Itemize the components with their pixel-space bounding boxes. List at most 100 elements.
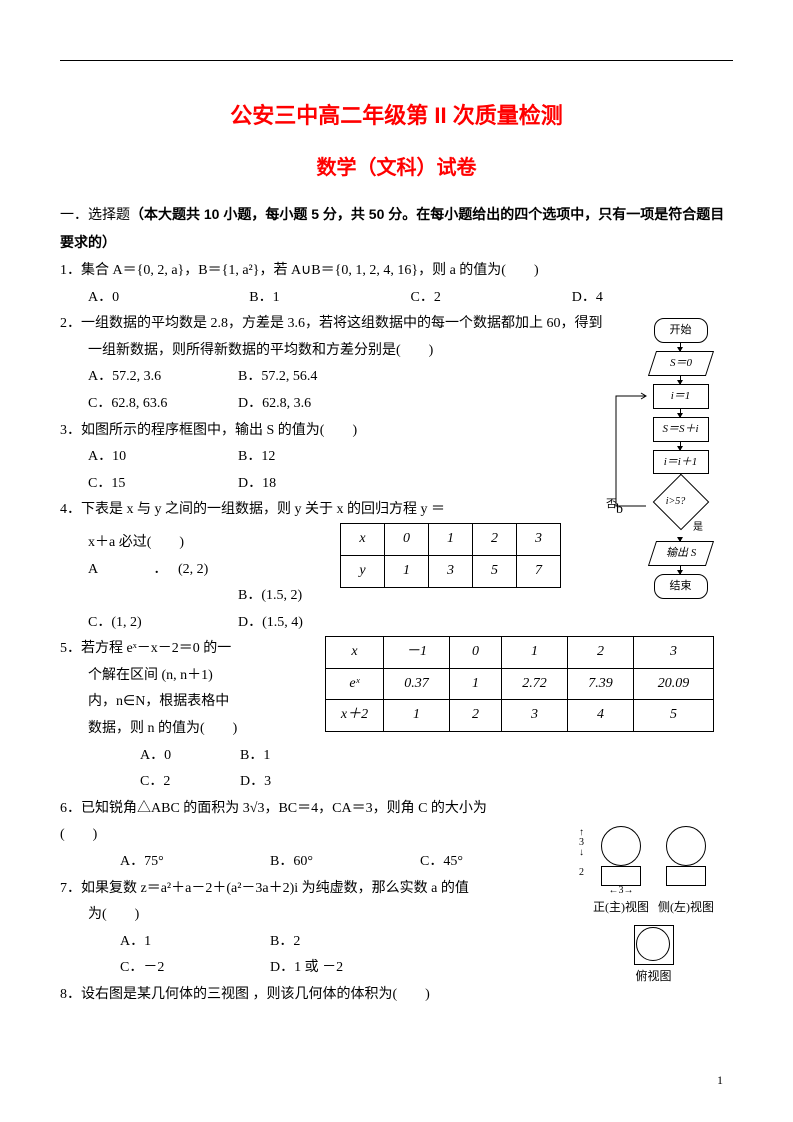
q7-opt-a: A．1 <box>120 929 270 956</box>
q5-cell: 5 <box>634 700 714 732</box>
side-view: 侧(左)视图 <box>658 826 714 919</box>
q5-opt-a: A．0 <box>140 743 240 770</box>
fc-inc: i＝i＋1 <box>653 450 709 475</box>
fc-start: 开始 <box>654 318 708 343</box>
q5-opt-d: D．3 <box>240 769 340 796</box>
q5-line1: 5．若方程 eˣ－x－2＝0 的一 <box>60 636 260 663</box>
q1-opt-c: C．2 <box>411 285 572 312</box>
q6-line1: 6．已知锐角△ABC 的面积为 3√3，BC＝4，CA＝3，则角 C 的大小为 <box>60 796 560 823</box>
circle-icon <box>601 826 641 866</box>
page-number: 1 <box>717 1069 723 1092</box>
fc-s0-text: S＝0 <box>670 353 692 374</box>
q4-t-c: 7 <box>517 555 561 587</box>
q4-t-c: 0 <box>385 524 429 556</box>
q5-cell: 1 <box>450 668 502 700</box>
q1-options: A．0 B．1 C．2 D．4 <box>88 285 733 312</box>
q6-opt-a: A．75° <box>120 849 270 876</box>
q4-t-c: 1 <box>385 555 429 587</box>
q7-line1: 7．如果复数 z＝a²＋a－2＋(a²－3a＋2)i 为纯虚数，那么实数 a 的… <box>60 876 560 903</box>
arrow-icon <box>680 442 681 450</box>
q5-line2: 个解在区间 (n, n＋1) <box>88 663 288 690</box>
q3-opt-b: B．12 <box>238 444 388 471</box>
dim-2: 2 <box>579 868 584 878</box>
circle-icon <box>666 826 706 866</box>
fc-yes: 是 <box>628 518 703 537</box>
q5-cell: 3 <box>502 700 568 732</box>
dim3b-val: 3 <box>619 885 624 896</box>
front-view: ↑3↓ 2 ←3→ 正(主)视图 <box>593 826 649 919</box>
arrow-icon <box>680 343 681 351</box>
q5-cell: 0 <box>450 637 502 669</box>
q5-cell: x <box>326 637 384 669</box>
top-rule <box>60 60 733 61</box>
q4-table: x 0 1 2 3 y 1 3 5 7 <box>340 523 561 587</box>
q4-opt-a-val: (2, 2) <box>178 557 328 584</box>
q3-opt-c: C．15 <box>88 471 238 498</box>
fc-cond-text: i>5? <box>665 492 685 511</box>
q5-cell: 7.39 <box>568 668 634 700</box>
q7-opt-b: B．2 <box>270 929 420 956</box>
fc-init-i: i＝1 <box>653 384 709 409</box>
q2-opt-a: A．57.2, 3.6 <box>88 364 238 391</box>
dim3-val: 3 <box>579 837 584 848</box>
arrow-icon <box>680 376 681 384</box>
q1-opt-d: D．4 <box>572 285 733 312</box>
dim2-val: 2 <box>579 867 584 878</box>
fc-loop-line <box>618 396 638 526</box>
q4-t-h: x <box>341 524 385 556</box>
q4-options-row2: C．(1, 2) D．(1.5, 4) <box>88 610 733 637</box>
dim-3: ↑3↓ <box>579 828 584 858</box>
q4-t-c: 3 <box>517 524 561 556</box>
q5-options-row1: A．0 B．1 <box>140 743 733 770</box>
q5-cell: x＋2 <box>326 700 384 732</box>
q5-cell: eˣ <box>326 668 384 700</box>
three-views: ↑3↓ 2 ←3→ 正(主)视图 侧(左)视图 俯视图 <box>576 826 731 988</box>
q5-cell: 1 <box>502 637 568 669</box>
q4-opt-c: C．(1, 2) <box>88 610 238 637</box>
section-label: 一．选择题 <box>60 208 130 223</box>
q1-text: 1．集合 A＝{0, 2, a}，B＝{1, a²}，若 A∪B＝{0, 1, … <box>60 258 733 285</box>
fc-out-text: 输出 S <box>665 543 695 564</box>
side-view-label: 侧(左)视图 <box>658 896 714 919</box>
q2-opt-b: B．57.2, 56.4 <box>238 364 388 391</box>
q5-cell: 2.72 <box>502 668 568 700</box>
q4-t-c: 2 <box>473 524 517 556</box>
fc-end: 结束 <box>654 574 708 599</box>
q5-opt-c: C．2 <box>140 769 240 796</box>
q2-opt-c: C．62.8, 63.6 <box>88 391 238 418</box>
q5-opt-b: B．1 <box>240 743 340 770</box>
q4-t-c: 5 <box>473 555 517 587</box>
section-header: 一．选择题（本大题共 10 小题，每小题 5 分，共 50 分。在每小题给出的四… <box>60 201 733 258</box>
q6-opt-c: C．45° <box>420 849 570 876</box>
arrow-icon <box>680 566 681 574</box>
q7-opt-c: C．－2 <box>120 955 270 982</box>
q4-opt-d: D．(1.5, 4) <box>238 610 388 637</box>
top-view: 俯视图 <box>634 925 674 988</box>
fc-output: 输出 S <box>647 541 713 566</box>
q7-opt-d: D．1 或 －2 <box>270 955 420 982</box>
q5-table: x－10123 eˣ0.3712.727.3920.09 x＋212345 <box>325 636 714 732</box>
q5-line4: 数据，则 n 的值为( ) <box>88 716 308 743</box>
doc-title-2: 数学（文科）试卷 <box>60 149 733 187</box>
fc-init-s: S＝0 <box>647 351 713 376</box>
fc-sum: S＝S＋i <box>653 417 709 442</box>
q3-opt-a: A．10 <box>88 444 238 471</box>
q5-cell: 0.37 <box>384 668 450 700</box>
circle-icon <box>636 927 670 961</box>
q4-t-h: y <box>341 555 385 587</box>
q5-cell: 1 <box>384 700 450 732</box>
q5-cell: 2 <box>450 700 502 732</box>
q5-cell: 2 <box>568 637 634 669</box>
dim-3b: ←3→ <box>593 886 649 896</box>
flowchart: 开始 S＝0 i＝1 S＝S＋i i＝i＋1 i>5? 是 输出 S 结束 否 <box>628 318 733 599</box>
q5-cell: 4 <box>568 700 634 732</box>
q3-opt-d: D．18 <box>238 471 388 498</box>
q5-cell: 3 <box>634 637 714 669</box>
rect-icon <box>634 925 674 965</box>
rect-icon <box>601 866 641 886</box>
q4-line1-text: 4．下表是 x 与 y 之间的一组数据，则 y 关于 x 的回归方程 y ＝ <box>60 502 445 517</box>
q1-opt-a: A．0 <box>88 285 249 312</box>
arrow-icon <box>680 409 681 417</box>
q2-opt-d: D．62.8, 3.6 <box>238 391 388 418</box>
q1-opt-b: B．1 <box>249 285 410 312</box>
